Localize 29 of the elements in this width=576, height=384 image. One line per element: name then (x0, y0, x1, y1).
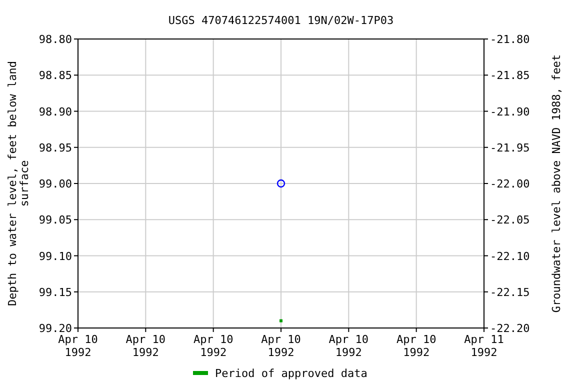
legend-label: Period of approved data (215, 367, 368, 380)
x-tick-label: Apr 11 1992 (464, 333, 504, 359)
x-tick-label: Apr 10 1992 (193, 333, 234, 359)
x-tick-label: Apr 10 1992 (396, 333, 436, 359)
y2-tick-label: -22.15 (490, 286, 530, 299)
y-tick-label: 99.20 (38, 322, 72, 335)
y2-tick-label: -21.85 (490, 69, 530, 82)
y-tick-label: 99.00 (38, 178, 72, 190)
x-tick-label: Apr 10 1992 (58, 333, 98, 359)
x-tick-label: Apr 10 1992 (126, 333, 166, 359)
y2-axis-title: Groundwater level above NAVD 1988, feet (550, 54, 563, 313)
y-tick-label: 98.80 (38, 33, 72, 46)
chart-title: USGS 470746122574001 19N/02W-17P03 (168, 14, 394, 27)
y2-tick-label: -22.20 (490, 322, 530, 335)
y2-tick-label: -21.80 (490, 33, 530, 46)
y2-tick-label: -22.00 (490, 178, 530, 190)
y2-tick-label: -22.05 (490, 214, 530, 227)
y-axis-title: Depth to water level, feet below land surface (6, 60, 31, 306)
y-tick-label: 98.85 (38, 69, 72, 82)
y-tick-label: 99.05 (38, 214, 72, 227)
x-tick-label: Apr 10 1992 (261, 333, 301, 359)
x-tick-label: Apr 10 1992 (328, 333, 369, 359)
y2-tick-label: -21.90 (490, 105, 530, 118)
y2-tick-label: -22.10 (490, 250, 530, 263)
y2-tick-label: -21.95 (490, 141, 530, 154)
y-tick-label: 99.10 (38, 250, 72, 263)
y-tick-label: 98.95 (38, 141, 72, 154)
y-tick-label: 98.90 (38, 105, 72, 118)
y-tick-label: 99.15 (38, 286, 72, 299)
